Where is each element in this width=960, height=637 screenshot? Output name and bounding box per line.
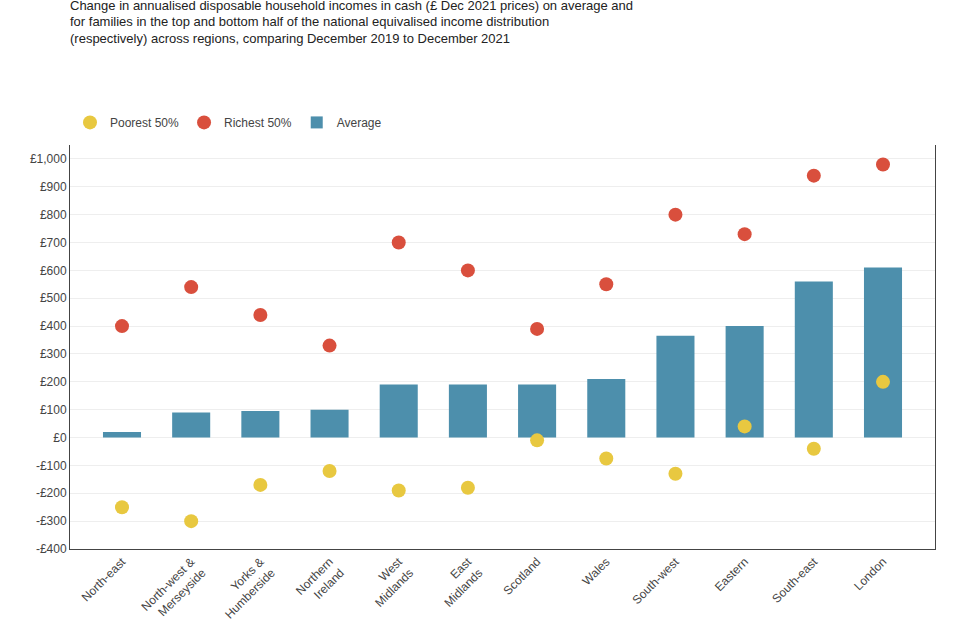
svg-text:-£100: -£100 (36, 459, 67, 473)
svg-text:NorthernIreland: NorthernIreland (293, 555, 347, 609)
svg-text:£400: £400 (40, 319, 67, 333)
svg-text:EastMidlands: EastMidlands (430, 554, 485, 609)
svg-text:Average: Average (337, 116, 382, 130)
svg-text:£700: £700 (40, 236, 67, 250)
svg-text:WestMidlands: WestMidlands (361, 554, 416, 609)
svg-text:Eastern: Eastern (712, 555, 751, 594)
svg-text:£100: £100 (40, 403, 67, 417)
svg-text:-£300: -£300 (36, 514, 67, 528)
svg-text:£600: £600 (40, 264, 67, 278)
svg-text:£900: £900 (40, 180, 67, 194)
svg-text:Richest 50%: Richest 50% (224, 116, 292, 130)
svg-text:South-west: South-west (629, 554, 682, 607)
svg-text:Yorks &Humberside: Yorks &Humberside (211, 555, 278, 622)
svg-text:Change in annualised disposabl: Change in annualised disposable househol… (70, 0, 633, 46)
svg-text:-£400: -£400 (36, 542, 67, 556)
svg-text:£200: £200 (40, 375, 67, 389)
svg-text:North-west &Merseyside: North-west &Merseyside (139, 555, 209, 625)
svg-text:-£200: -£200 (36, 486, 67, 500)
svg-text:£300: £300 (40, 347, 67, 361)
svg-text:£1,000: £1,000 (30, 152, 67, 166)
svg-text:London: London (851, 555, 889, 593)
svg-text:North-east: North-east (79, 554, 129, 604)
svg-text:£800: £800 (40, 208, 67, 222)
svg-text:South-east: South-east (769, 554, 820, 605)
svg-text:Scotland: Scotland (501, 555, 544, 598)
svg-text:Wales: Wales (579, 555, 612, 588)
svg-text:Poorest 50%: Poorest 50% (110, 116, 179, 130)
svg-text:£0: £0 (53, 431, 67, 445)
svg-text:£500: £500 (40, 291, 67, 305)
